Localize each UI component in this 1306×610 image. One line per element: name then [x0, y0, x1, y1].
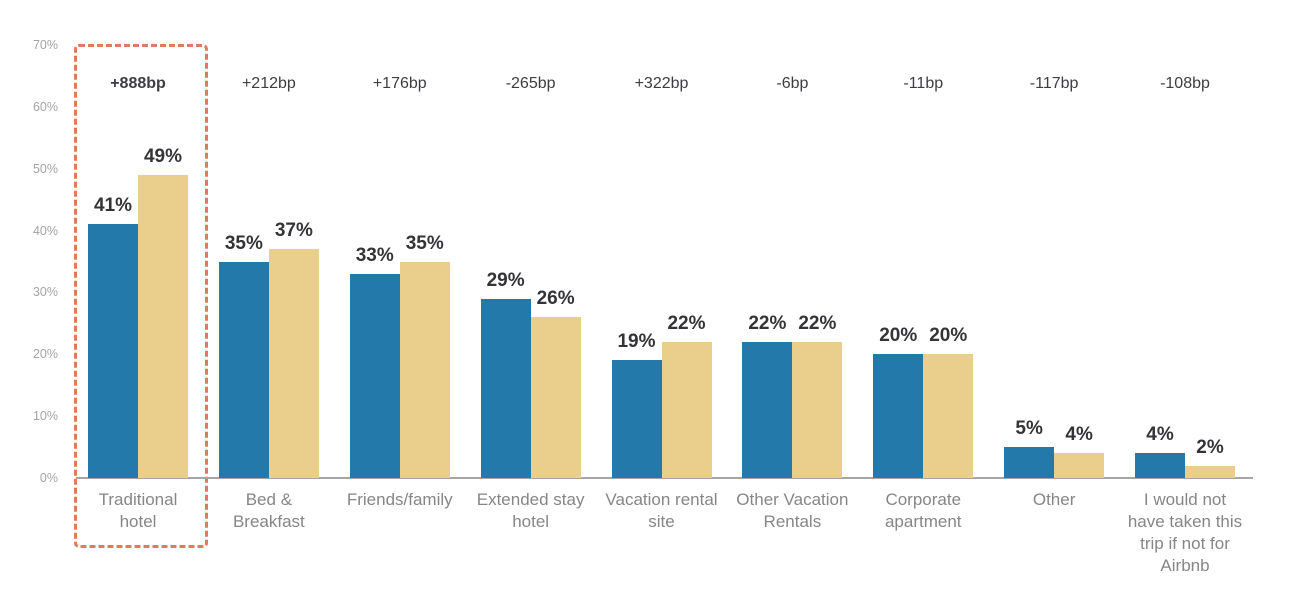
bar-value-label: 22%	[748, 312, 787, 334]
bp-annotation: +322bp	[634, 75, 689, 92]
bar-gold-series-7	[923, 354, 974, 478]
y-axis-tick-label: 40%	[32, 223, 58, 238]
category-label: Traditional hotel	[98, 490, 178, 531]
y-axis-tick-label: 30%	[32, 285, 58, 300]
bp-annotation: +888bp	[110, 75, 166, 92]
category-label: Extended stay hotel	[476, 490, 585, 531]
bar-value-label: 37%	[274, 220, 313, 242]
highlight-box	[74, 44, 208, 548]
bar-blue-series-3	[349, 273, 400, 478]
y-axis-tick-label: 70%	[32, 38, 58, 52]
bp-annotation: -6bp	[776, 75, 809, 92]
bar-gold-series-8	[1054, 453, 1105, 478]
bar-blue-series-2	[218, 261, 269, 478]
bp-annotation: +212bp	[241, 75, 296, 92]
bar-value-label: 2%	[1196, 436, 1224, 458]
bar-value-label: 29%	[486, 269, 525, 291]
bar-blue-series-6	[742, 341, 793, 478]
y-axis-tick-label: 60%	[32, 99, 58, 114]
bar-value-label: 4%	[1065, 424, 1093, 446]
bar-gold-series-6	[792, 341, 843, 478]
bar-value-label: 49%	[143, 145, 183, 167]
bar-value-label: 4%	[1146, 424, 1174, 446]
bar-blue-series-7	[873, 354, 924, 478]
bar-value-label: 22%	[798, 312, 837, 334]
category-label: Vacation rental site	[605, 490, 718, 531]
bar-gold-series-2	[268, 249, 319, 478]
category-label: I would not have taken this trip if not fo…	[1127, 490, 1243, 575]
bar-value-label: 33%	[355, 244, 394, 266]
bar-gold-series-4	[530, 317, 581, 478]
bar-value-label: 5%	[1015, 418, 1043, 440]
bar-gold-series-5	[661, 341, 712, 478]
bar-blue-series-4	[480, 298, 531, 478]
bp-annotation: -108bp	[1160, 75, 1210, 92]
category-label: Friends/family	[346, 490, 453, 509]
bar-blue-series-8	[1004, 447, 1055, 478]
bar-value-label: 20%	[929, 325, 968, 347]
bar-value-label: 35%	[405, 232, 444, 254]
category-label: Other	[1032, 490, 1076, 509]
y-axis-tick-label: 10%	[32, 409, 58, 424]
bar-value-label: 20%	[879, 325, 918, 347]
bp-annotation: -117bp	[1029, 75, 1079, 92]
y-axis-tick-label: 50%	[32, 161, 58, 176]
category-label: Other Vacation Rentals	[736, 490, 849, 531]
bp-annotation: -11bp	[903, 75, 944, 92]
bar-value-label: 35%	[224, 232, 263, 254]
bar-value-label: 19%	[617, 331, 656, 353]
bar-blue-series-5	[611, 360, 662, 478]
bar-blue-series-9	[1135, 453, 1185, 478]
bar-value-label: 22%	[667, 312, 706, 334]
y-axis-tick-label: 20%	[32, 347, 58, 362]
bar-gold-series-3	[399, 261, 450, 478]
bar-gold-series-1	[138, 174, 188, 478]
bar-gold-series-9	[1185, 465, 1235, 478]
bp-annotation: -265bp	[505, 75, 556, 92]
bar-value-label: 26%	[536, 288, 575, 310]
x-axis-line	[76, 477, 1253, 479]
y-axis-tick-label: 0%	[39, 471, 58, 485]
bar-blue-series-1	[88, 224, 138, 478]
bp-annotation: +176bp	[372, 75, 427, 92]
category-label: Bed & Breakfast	[232, 490, 305, 531]
category-label: Corporate apartment	[884, 490, 962, 531]
bar-value-label: 41%	[93, 195, 133, 217]
